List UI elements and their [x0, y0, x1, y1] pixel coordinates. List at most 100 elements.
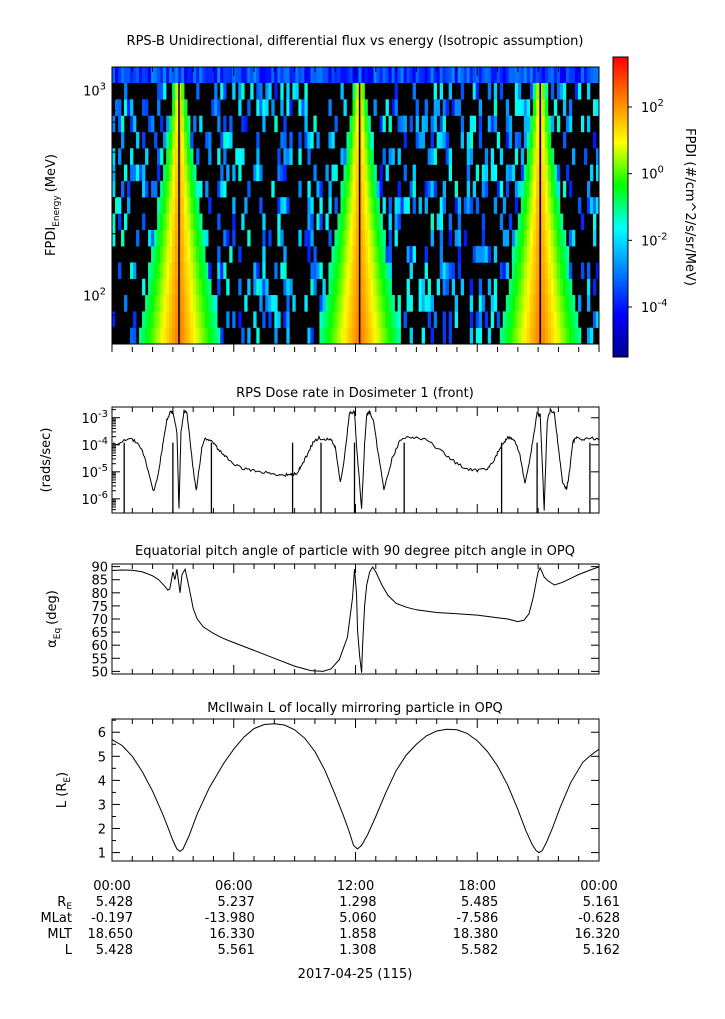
- spectrogram-cell: [520, 278, 525, 296]
- spectrogram-cell: [364, 197, 368, 214]
- spectrogram-cell: [523, 295, 528, 312]
- spectrogram-cell: [193, 229, 197, 247]
- spectrogram-cell: [553, 229, 558, 247]
- spectrogram-cell: [337, 327, 341, 345]
- spectrogram-cell: [178, 164, 182, 182]
- spectrogram-cell: [397, 311, 401, 328]
- spectrogram-cell: [370, 197, 374, 214]
- spectrogram-cell: [373, 180, 377, 198]
- spectrogram-cell: [298, 180, 302, 198]
- spectrogram-cell: [205, 311, 209, 328]
- spectrogram-cell: [160, 262, 164, 280]
- spectrogram-cell: [352, 295, 356, 312]
- spectrogram-cell: [403, 197, 407, 214]
- colorbar-label: FPDI (#/cm^2/s/sr/MeV): [682, 128, 697, 286]
- spectrogram-cell: [562, 83, 567, 100]
- spectrogram-cell: [286, 327, 290, 345]
- spectrogram-cell: [160, 246, 164, 263]
- spectrogram-cell: [556, 262, 561, 280]
- spectrogram-cell: [559, 83, 564, 100]
- spectrogram-cell: [559, 213, 564, 231]
- spectrogram-cell: [208, 295, 212, 312]
- spectrogram-cell: [172, 83, 176, 100]
- spectrogram-cell: [454, 229, 459, 247]
- spectrogram-cell: [205, 229, 209, 247]
- spectrogram-cell: [448, 67, 452, 83]
- spectrogram-cell: [586, 67, 591, 83]
- spectrogram-cell: [424, 180, 428, 198]
- y-tick-label-base: 10: [81, 466, 98, 481]
- spectrogram-cell: [376, 311, 380, 328]
- spectrogram-cell: [457, 197, 462, 214]
- spectrogram-cell: [520, 295, 525, 312]
- spectrogram-cell: [121, 229, 125, 247]
- spectrogram-cell: [283, 278, 287, 296]
- spectrogram-cell: [475, 311, 480, 328]
- spectrogram-cell: [118, 115, 122, 133]
- spectrogram-cell: [535, 246, 540, 263]
- spectrogram-cell: [544, 327, 549, 345]
- spectrogram-cell: [184, 197, 188, 214]
- spectrogram-cell: [418, 197, 422, 214]
- spectrogram-cell: [523, 99, 528, 116]
- spectrogram-cell: [253, 311, 257, 328]
- spectrogram-cell: [550, 295, 555, 312]
- spectrogram-cell: [376, 278, 380, 296]
- spectrogram-cell: [214, 295, 218, 312]
- spectrogram-cell: [490, 311, 495, 328]
- spectrogram-cell: [520, 197, 525, 214]
- spectrogram-cell: [427, 278, 431, 296]
- spectrogram-cell: [556, 246, 561, 263]
- spectrogram-cell: [550, 148, 555, 165]
- spectrogram-cell: [469, 115, 474, 133]
- spectrogram-cell: [193, 262, 197, 280]
- spectrogram-cell: [505, 115, 510, 133]
- spectrogram-cell: [214, 67, 218, 83]
- spectrogram-cell: [544, 246, 549, 263]
- spectrogram-cell: [232, 213, 236, 231]
- spectrogram-cell: [112, 311, 116, 328]
- spectrogram-cell: [388, 327, 392, 345]
- spectrogram-cell: [217, 262, 221, 280]
- spectrogram-cell: [397, 197, 401, 214]
- spectrogram-cell: [388, 67, 392, 83]
- spectrogram-cell: [544, 148, 549, 165]
- spectrogram-cell: [190, 327, 194, 345]
- spectrogram-cell: [178, 246, 182, 263]
- spectrogram-cell: [139, 327, 143, 345]
- spectrogram-cell: [454, 67, 459, 83]
- spectrogram-y-label-main: FPDI: [44, 227, 59, 256]
- spectrogram-cell: [457, 229, 462, 247]
- spectrogram-cell: [247, 278, 251, 296]
- spectrogram-cell: [523, 311, 528, 328]
- spectrogram-cell: [481, 229, 486, 247]
- spectrogram-cell: [568, 67, 573, 83]
- spectrogram-cell: [127, 67, 131, 83]
- spectrogram-cell: [526, 327, 531, 345]
- spectrogram-cell: [373, 295, 377, 312]
- spectrogram-cell: [565, 327, 570, 345]
- spectrogram-cell: [247, 229, 251, 247]
- spectrogram-cell: [370, 311, 374, 328]
- spectrogram-cell: [178, 197, 182, 214]
- spectrogram-cell: [334, 262, 338, 280]
- spectrogram-cell: [163, 327, 167, 345]
- spectrogram-cell: [337, 278, 341, 296]
- spectrogram-cell: [145, 99, 149, 116]
- spectrogram-cell: [217, 67, 221, 83]
- spectrogram-cell: [514, 180, 519, 198]
- spectrogram-cell: [163, 197, 167, 214]
- colorbar-tick-label: 102: [641, 98, 664, 116]
- spectrogram-cell: [331, 311, 335, 328]
- ephemeris-value: 1.308: [339, 943, 376, 958]
- spectrogram-cell: [514, 83, 519, 100]
- spectrogram-cell: [478, 278, 483, 296]
- ephemeris-row-label-main: MLat: [40, 911, 72, 926]
- spectrogram-cell: [178, 83, 182, 100]
- spectrogram-cell: [460, 83, 465, 100]
- spectrogram-cell: [253, 67, 257, 83]
- spectrogram-cell: [256, 131, 260, 149]
- spectrogram-cell: [595, 262, 600, 280]
- spectrogram-cell: [283, 115, 287, 133]
